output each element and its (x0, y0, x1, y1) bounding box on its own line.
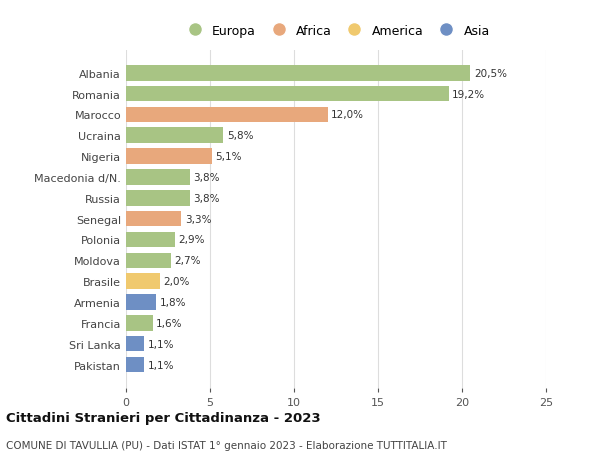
Text: 2,7%: 2,7% (175, 256, 201, 266)
Text: 2,0%: 2,0% (163, 277, 190, 286)
Bar (126, 253, 172, 269)
Text: Cittadini Stranieri per Cittadinanza - 2023: Cittadini Stranieri per Cittadinanza - 2… (6, 412, 320, 425)
Bar (126, 107, 328, 123)
Bar (126, 315, 153, 331)
Bar (126, 232, 175, 248)
Text: 5,1%: 5,1% (215, 152, 242, 162)
Text: 12,0%: 12,0% (331, 110, 364, 120)
Text: 1,1%: 1,1% (148, 360, 175, 369)
Bar (126, 170, 190, 185)
Bar (126, 212, 181, 227)
Text: 2,9%: 2,9% (178, 235, 205, 245)
Bar (126, 66, 470, 81)
Bar (126, 149, 212, 165)
Bar (126, 190, 190, 206)
Bar (126, 274, 160, 289)
Text: 3,8%: 3,8% (193, 173, 220, 183)
Bar (126, 357, 145, 373)
Bar (126, 336, 145, 352)
Text: 1,8%: 1,8% (160, 297, 186, 308)
Bar (126, 128, 223, 144)
Text: 19,2%: 19,2% (452, 90, 485, 100)
Text: 5,8%: 5,8% (227, 131, 253, 141)
Text: 3,8%: 3,8% (193, 193, 220, 203)
Text: COMUNE DI TAVULLIA (PU) - Dati ISTAT 1° gennaio 2023 - Elaborazione TUTTITALIA.I: COMUNE DI TAVULLIA (PU) - Dati ISTAT 1° … (6, 440, 447, 450)
Text: 1,1%: 1,1% (148, 339, 175, 349)
Text: 3,3%: 3,3% (185, 214, 211, 224)
Text: 1,6%: 1,6% (156, 318, 183, 328)
Legend: Europa, Africa, America, Asia: Europa, Africa, America, Asia (177, 20, 495, 43)
Text: 20,5%: 20,5% (474, 69, 507, 78)
Bar (126, 295, 156, 310)
Bar (126, 87, 449, 102)
